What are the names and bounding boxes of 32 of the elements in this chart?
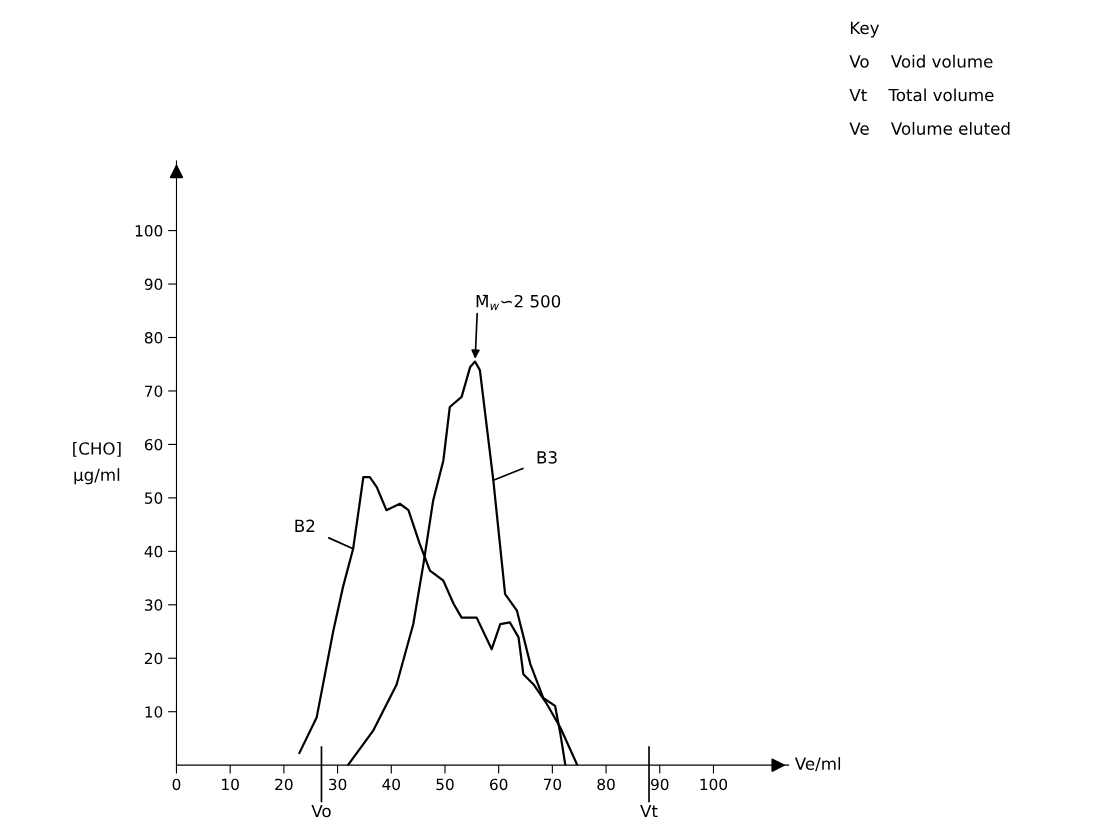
y-tick-label: 90 [144, 278, 163, 291]
text: B2 [295, 519, 315, 532]
annotation: M̄$_{w}$∽2 500 [476, 294, 561, 311]
y-tick-label: 50 [145, 492, 163, 504]
ref-line-label: Vt [640, 804, 658, 818]
y-tick-label: 20 [144, 652, 163, 665]
y-tick-label: 30 [145, 599, 163, 611]
text: Vt Total volume [849, 88, 994, 102]
ref-line-label: Vo [311, 804, 331, 818]
x-tick-label: 80 [597, 778, 615, 791]
x-tick-label: 60 [490, 778, 508, 791]
x-tick-label: 30 [329, 778, 347, 791]
y-tick-label: 10 [145, 706, 163, 718]
y-tick-label: 70 [145, 385, 163, 397]
y-tick-label: 80 [144, 331, 163, 344]
y-tick-label: 100 [135, 225, 163, 237]
x-tick-label: 20 [275, 778, 293, 791]
x-tick-label: 50 [436, 778, 454, 791]
x-tick-label: 0 [172, 778, 181, 791]
y-axis-title: [CHO] µg/ml [73, 441, 121, 485]
text: B3 [537, 451, 557, 464]
x-axis-title: Ve/ml [794, 757, 841, 772]
x-tick-label: 70 [543, 778, 562, 791]
y-tick-label: 40 [144, 545, 163, 558]
text: Vo Void volume [849, 54, 993, 68]
x-tick-label: 100 [700, 778, 728, 791]
x-tick-label: 40 [382, 778, 400, 791]
x-tick-label: 90 [651, 778, 669, 791]
text: Key [850, 21, 880, 38]
y-tick-label: 60 [144, 438, 163, 451]
text: Ve Volume eluted [849, 121, 1010, 135]
x-tick-label: 10 [222, 778, 239, 791]
